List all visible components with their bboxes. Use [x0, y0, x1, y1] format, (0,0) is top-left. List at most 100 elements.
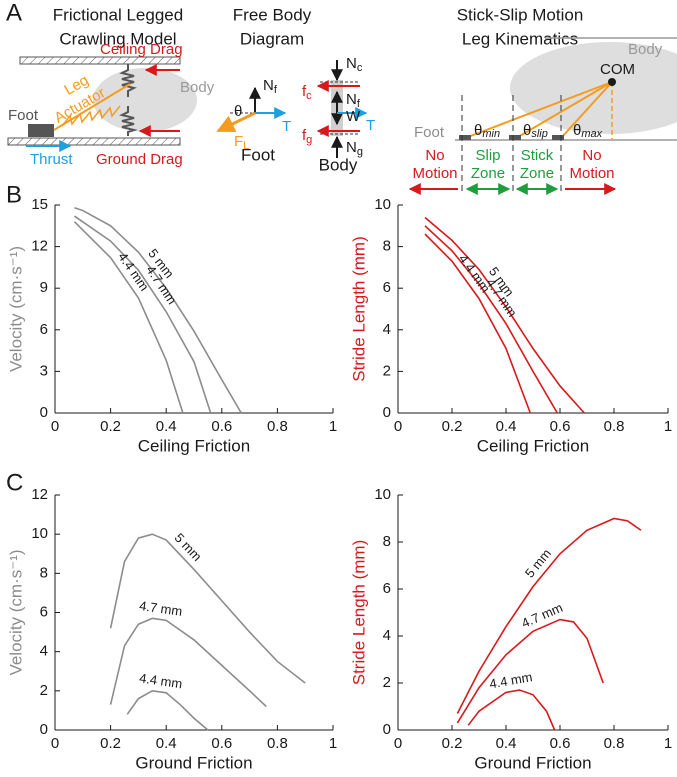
- x-tick-label: 0: [51, 418, 59, 435]
- body-shape: [93, 68, 197, 132]
- arrow: [216, 111, 256, 133]
- title-line: Free Body: [233, 5, 312, 24]
- y-tick-label: 2: [40, 682, 48, 699]
- x-axis-label: Ground Friction: [135, 753, 252, 772]
- y-axis-label: Velocity (cm·s⁻¹): [6, 246, 25, 372]
- x-tick-label: 0: [394, 735, 402, 752]
- leg-line: [561, 81, 613, 138]
- y-axis-label: Stride Length (mm): [349, 236, 368, 382]
- y-tick-label: 12: [31, 238, 48, 255]
- leg-line: [467, 81, 613, 138]
- label: Ground Drag: [96, 151, 183, 168]
- symbol: θ: [234, 103, 242, 120]
- series-line: [73, 221, 184, 414]
- y-tick-label: 8: [40, 564, 48, 581]
- x-tick-label: 1: [329, 735, 337, 752]
- y-tick-label: 6: [40, 321, 48, 338]
- y-tick-label: 4: [40, 643, 48, 660]
- y-tick-label: 2: [383, 362, 391, 379]
- y-tick-label: 8: [383, 238, 391, 255]
- series-line: [467, 689, 556, 731]
- symbol: θslip: [523, 122, 548, 140]
- x-tick-label: 0.8: [267, 418, 288, 435]
- y-tick-label: 10: [31, 525, 48, 542]
- y-tick-label: 9: [40, 279, 48, 296]
- series-label: 4.4 mm: [488, 669, 533, 691]
- y-tick-label: 4: [383, 627, 391, 644]
- x-tick-label: 0.6: [211, 418, 232, 435]
- series-line: [424, 216, 585, 414]
- x-tick-label: 0.6: [550, 418, 571, 435]
- y-tick-label: 6: [383, 580, 391, 597]
- label: Thrust: [30, 151, 73, 168]
- series-label: 4.4 mm: [138, 670, 183, 691]
- title-line: Stick-Slip Motion: [457, 5, 584, 24]
- symbol: fc: [302, 83, 312, 102]
- title-line: Crawling Model: [59, 29, 176, 48]
- foot-shape: [509, 135, 521, 140]
- x-tick-label: 1: [664, 735, 672, 752]
- series-label: 5 mm: [522, 546, 554, 581]
- leg-line: [517, 81, 613, 138]
- panel-label: A: [6, 0, 22, 26]
- panel-label: C: [6, 469, 23, 496]
- label: Foot: [414, 124, 445, 141]
- series-line: [74, 215, 212, 414]
- series-label: 5 mm: [172, 530, 205, 564]
- zone-label: Motion: [412, 165, 457, 182]
- y-tick-label: 0: [40, 404, 48, 421]
- x-tick-label: 0: [394, 418, 402, 435]
- x-axis-label: Ceiling Friction: [138, 436, 250, 455]
- x-tick-label: 0.6: [211, 735, 232, 752]
- x-tick-label: 0.2: [100, 735, 121, 752]
- y-tick-label: 2: [383, 674, 391, 691]
- title-line: Diagram: [240, 29, 304, 48]
- symbol: T: [366, 117, 375, 134]
- label: Body: [628, 41, 663, 58]
- ceiling: [19, 56, 181, 65]
- y-tick-label: 6: [40, 603, 48, 620]
- y-axis-label: Stride Length (mm): [349, 540, 368, 686]
- y-tick-label: 0: [383, 721, 391, 738]
- series-line: [109, 533, 306, 684]
- symbol: W: [346, 108, 361, 125]
- x-tick-label: 0.4: [496, 735, 517, 752]
- symbol: fg: [302, 127, 312, 146]
- y-tick-label: 8: [383, 533, 391, 550]
- y-tick-label: 10: [374, 196, 391, 213]
- series-line: [424, 233, 532, 414]
- series-label: 4.7 mm: [519, 600, 565, 631]
- label: Ceiling Drag: [100, 41, 183, 58]
- y-axis-label: Velocity (cm·s⁻¹): [6, 549, 25, 675]
- symbol: Ng: [346, 139, 363, 158]
- x-tick-label: 1: [664, 418, 672, 435]
- symbol: FL: [234, 133, 249, 152]
- x-tick-label: 0.4: [496, 418, 517, 435]
- x-tick-label: 0.8: [267, 735, 288, 752]
- com-dot: [608, 78, 616, 86]
- x-tick-label: 0.2: [442, 418, 463, 435]
- actuator: [61, 105, 121, 127]
- foot-shape: [552, 135, 564, 140]
- zone-label: Zone: [520, 165, 554, 182]
- zone-label: No: [582, 147, 601, 164]
- symbol: Nf: [263, 77, 278, 96]
- zone-label: No: [425, 147, 444, 164]
- zone-label: Motion: [569, 165, 614, 182]
- series-label: 4.7 mm: [138, 598, 183, 619]
- x-tick-label: 0.4: [156, 735, 177, 752]
- zone-label: Zone: [471, 165, 505, 182]
- series-line: [74, 207, 242, 414]
- foot-shape: [459, 135, 471, 140]
- symbol: θmin: [474, 122, 500, 140]
- spring: [119, 64, 138, 136]
- y-tick-label: 0: [40, 721, 48, 738]
- leg-kinematics: Stick-Slip Motion Leg Kinematics Body CO…: [408, 5, 677, 195]
- x-tick-label: 0: [51, 735, 59, 752]
- series-line: [109, 617, 267, 708]
- symbol: Nc: [346, 55, 363, 74]
